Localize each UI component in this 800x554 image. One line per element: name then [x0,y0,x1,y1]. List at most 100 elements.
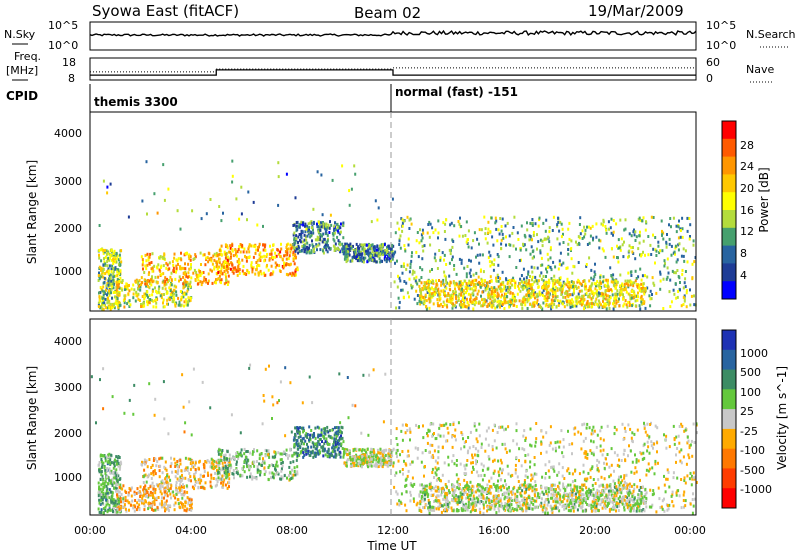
echo-cell [454,287,456,291]
echo-cell [173,457,176,461]
echo-cell [238,217,241,221]
echo-cell [371,450,374,454]
echo-cell [220,281,222,285]
echo-cell [309,433,312,437]
echo-cell [501,217,504,221]
cpid-mode-1: themis 3300 [94,95,178,109]
echo-cell [691,277,694,281]
echo-cell [388,454,391,458]
echo-cell [408,218,411,222]
echo-cell [264,448,267,452]
echo-cell [390,245,393,249]
echo-cell [176,477,179,481]
echo-cell [665,240,668,244]
echo-cell [547,235,550,239]
echo-cell [344,254,347,258]
echo-cell [408,295,410,299]
echo-cell [589,288,592,292]
echo-cell [363,453,366,457]
echo-cell [594,287,597,291]
echo-cell [560,293,563,296]
echo-cell [194,470,197,474]
power-colorbar-swatch [722,245,736,264]
echo-cell [315,442,318,446]
echo-cell [639,230,641,234]
echo-cell [181,473,183,477]
echo-cell [355,447,358,451]
echo-cell [102,179,105,183]
power-colorbar-swatch [722,121,736,140]
echo-cell [166,474,168,478]
echo-cell [596,294,599,298]
echo-cell [580,297,583,301]
echo-cell [449,288,452,292]
echo-cell [337,226,340,230]
echo-cell [224,265,227,269]
echo-cell [546,295,549,299]
echo-cell [113,458,116,462]
echo-cell [432,288,435,291]
echo-cell [183,485,185,489]
echo-cell [600,291,603,295]
echo-cell [194,463,196,467]
echo-cell [420,297,423,301]
echo-cell [335,247,338,251]
echo-cell [138,508,141,512]
echo-cell [460,293,463,297]
echo-cell [140,281,143,285]
echo-cell [165,282,168,286]
echo-cell [493,286,496,290]
echo-cell [679,229,682,232]
echo-cell [196,275,198,279]
echo-cell [537,279,540,283]
echo-cell [141,494,144,498]
echo-cell [642,239,645,243]
echo-cell [634,294,637,298]
echo-cell [105,491,108,495]
echo-cell [523,277,525,281]
echo-cell [513,293,516,297]
echo-cell [495,276,497,280]
echo-cell [533,303,536,307]
echo-cell [129,488,132,492]
echo-cell [483,283,486,287]
echo-cell [542,288,545,292]
echo-cell [624,227,627,231]
echo-cell [97,279,100,282]
echo-cell [179,490,181,494]
echo-cell [617,246,620,250]
echo-cell [320,225,323,229]
echo-cell [383,450,386,454]
echo-cell [281,460,284,464]
echo-cell [226,258,229,262]
echo-cell [638,304,641,308]
echo-cell [328,429,331,433]
echo-cell [488,287,491,291]
echo-cell [210,457,213,461]
echo-cell [449,281,452,285]
echo-cell [281,464,284,468]
echo-cell [299,451,302,455]
echo-cell [189,298,192,302]
echo-cell [122,484,125,488]
echo-cell [483,297,486,301]
echo-cell [541,294,544,297]
echo-cell [179,277,182,281]
echo-cell [478,300,481,304]
echo-cell [632,284,635,288]
echo-cell [248,468,251,472]
echo-cell [497,276,500,279]
echo-cell [566,303,569,307]
echo-cell [621,284,624,288]
echo-cell [670,244,673,248]
echo-cell [357,256,359,260]
echo-cell [111,258,113,262]
echo-cell [646,275,649,279]
echo-cell [139,288,142,292]
echo-cell [197,275,200,279]
echo-cell [330,451,333,455]
echo-cell [311,239,313,243]
echo-cell [112,257,115,261]
echo-cell [211,281,214,285]
echo-cell [345,250,348,254]
